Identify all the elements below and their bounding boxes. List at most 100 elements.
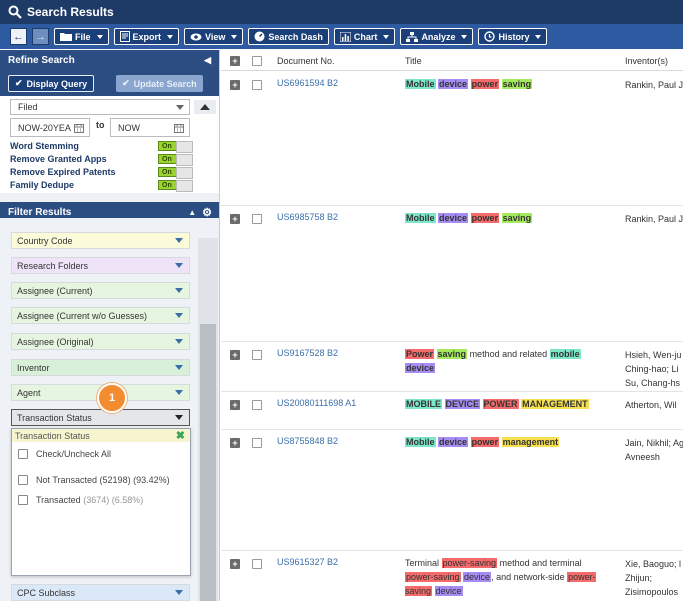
filter-inventor[interactable]: Inventor <box>11 359 190 376</box>
option-percent: (6.58%) <box>111 495 144 505</box>
row-title: Mobile device power management <box>405 437 560 447</box>
view-menu-label: View <box>205 31 226 42</box>
filter-assignee-current-no-guesses[interactable]: Assignee (Current w/o Guesses) <box>11 307 190 324</box>
select-all-checkbox[interactable] <box>252 56 262 66</box>
toggle-label: Remove Expired Patents <box>10 167 116 177</box>
chevron-down-icon <box>175 415 183 420</box>
on-off-switch[interactable]: On <box>158 141 193 153</box>
document-link[interactable]: US6961594 B2 <box>277 78 339 88</box>
gear-icon[interactable]: ⚙ <box>202 207 212 219</box>
view-menu-button[interactable]: View <box>184 28 244 45</box>
calendar-icon[interactable] <box>74 123 84 133</box>
scroll-up-button[interactable] <box>194 100 216 114</box>
dropdown-title: Transaction Status <box>15 430 90 441</box>
check-all-option[interactable]: Check/Uncheck All <box>18 449 111 459</box>
history-menu-label: History <box>498 31 530 42</box>
display-query-label: Display Query <box>26 78 88 89</box>
window-title: Search Results <box>27 5 114 19</box>
chevron-down-icon <box>175 390 183 395</box>
date-to-field[interactable]: NOW <box>110 118 190 137</box>
arrow-left-icon: ← <box>13 30 24 43</box>
column-document-no[interactable]: Document No. <box>277 56 335 66</box>
close-icon[interactable]: ✖ <box>175 430 185 442</box>
filter-assignee-original[interactable]: Assignee (Original) <box>11 333 190 350</box>
row-checkbox[interactable] <box>252 350 262 360</box>
file-menu-button[interactable]: File <box>54 28 109 45</box>
chevron-down-icon <box>175 238 183 243</box>
table-header: + Document No. Title Inventor(s) <box>221 50 683 71</box>
filter-cpc-subclass[interactable]: CPC Subclass <box>11 584 190 601</box>
update-search-button[interactable]: ✔ Update Search <box>116 75 203 92</box>
filter-research-folders[interactable]: Research Folders <box>11 257 190 274</box>
chevron-down-icon <box>175 590 183 595</box>
checkbox[interactable] <box>18 449 28 459</box>
option-percent: (93.42%) <box>133 475 170 485</box>
on-off-switch[interactable]: On <box>158 180 193 192</box>
table-row: + US20080111698 A1 MOBILE DEVICE POWER M… <box>221 392 683 430</box>
document-link[interactable]: US8755848 B2 <box>277 436 339 446</box>
row-inventors: Rankin, Paul J <box>625 80 683 90</box>
table-row: + US6985758 B2 Mobile device power savin… <box>221 206 683 342</box>
row-checkbox[interactable] <box>252 214 262 224</box>
search-dash-button[interactable]: Search Dash <box>248 28 329 45</box>
expand-row-icon[interactable]: + <box>230 350 240 360</box>
expand-row-icon[interactable]: + <box>230 80 240 90</box>
option-count: (52198) <box>99 475 131 485</box>
forward-button[interactable]: → <box>32 28 49 45</box>
expand-row-icon[interactable]: + <box>230 400 240 410</box>
option-transacted[interactable]: Transacted (3674) (6.58%) <box>18 495 143 505</box>
row-checkbox[interactable] <box>252 80 262 90</box>
row-checkbox[interactable] <box>252 400 262 410</box>
document-link[interactable]: US9167528 B2 <box>277 348 339 358</box>
bar-chart-icon <box>339 31 351 42</box>
option-label: Not Transacted <box>36 475 98 485</box>
analyze-menu-button[interactable]: Analyze <box>400 28 474 45</box>
date-to-value: NOW <box>118 122 140 133</box>
calendar-icon[interactable] <box>174 123 184 133</box>
toggle-remove-granted-apps: Remove Granted Apps On <box>10 154 193 166</box>
checkbox[interactable] <box>18 495 28 505</box>
filter-country-code[interactable]: Country Code <box>11 232 190 249</box>
window-title-bar: Search Results <box>0 0 683 24</box>
expand-all-icon[interactable]: + <box>230 56 240 66</box>
checkbox[interactable] <box>18 475 28 485</box>
display-query-button[interactable]: ✔ Display Query <box>8 75 95 92</box>
option-not-transacted[interactable]: Not Transacted (52198) (93.42%) <box>18 475 170 485</box>
back-button[interactable]: ← <box>10 28 27 45</box>
on-off-switch[interactable]: On <box>158 167 193 179</box>
date-type-select[interactable]: Filed <box>10 99 190 115</box>
row-inventors: Atherton, Wil <box>625 400 677 410</box>
row-title: Power saving method and related mobile d… <box>405 349 581 373</box>
on-off-switch[interactable]: On <box>158 154 193 166</box>
expand-row-icon[interactable]: + <box>230 559 240 569</box>
chevron-down-icon <box>175 365 183 370</box>
expand-row-icon[interactable]: + <box>230 214 240 224</box>
hierarchy-icon <box>406 31 419 42</box>
document-link[interactable]: US20080111698 A1 <box>277 398 357 408</box>
chart-menu-button[interactable]: Chart <box>333 28 396 45</box>
collapse-left-icon[interactable]: ◀ <box>204 55 211 65</box>
filter-label: Inventor <box>17 362 50 373</box>
document-link[interactable]: US9615327 B2 <box>277 557 339 567</box>
column-inventors[interactable]: Inventor(s) <box>625 56 669 66</box>
filter-label: Country Code <box>17 235 73 246</box>
update-search-label: Update Search <box>133 78 197 89</box>
row-checkbox[interactable] <box>252 559 262 569</box>
export-menu-button[interactable]: Export <box>113 28 180 45</box>
date-from-field[interactable]: NOW-20YEA <box>10 118 90 137</box>
eye-icon <box>190 33 202 40</box>
row-checkbox[interactable] <box>252 438 262 448</box>
date-from-value: NOW-20YEA <box>18 122 71 133</box>
refine-button-row: ✔ Display Query ✔ Update Search <box>0 71 219 96</box>
expand-row-icon[interactable]: + <box>230 438 240 448</box>
column-title[interactable]: Title <box>405 56 422 66</box>
file-menu-label: File <box>75 31 91 42</box>
filter-assignee-current[interactable]: Assignee (Current) <box>11 282 190 299</box>
history-menu-button[interactable]: History <box>478 28 548 45</box>
filter-transaction-status[interactable]: Transaction Status <box>11 409 190 426</box>
document-link[interactable]: US6985758 B2 <box>277 212 339 222</box>
scrollbar-thumb[interactable] <box>200 324 216 601</box>
filter-scrollbar[interactable] <box>198 238 218 601</box>
collapse-up-icon[interactable]: ▲ <box>188 208 197 217</box>
step-badge: 1 <box>97 383 127 413</box>
